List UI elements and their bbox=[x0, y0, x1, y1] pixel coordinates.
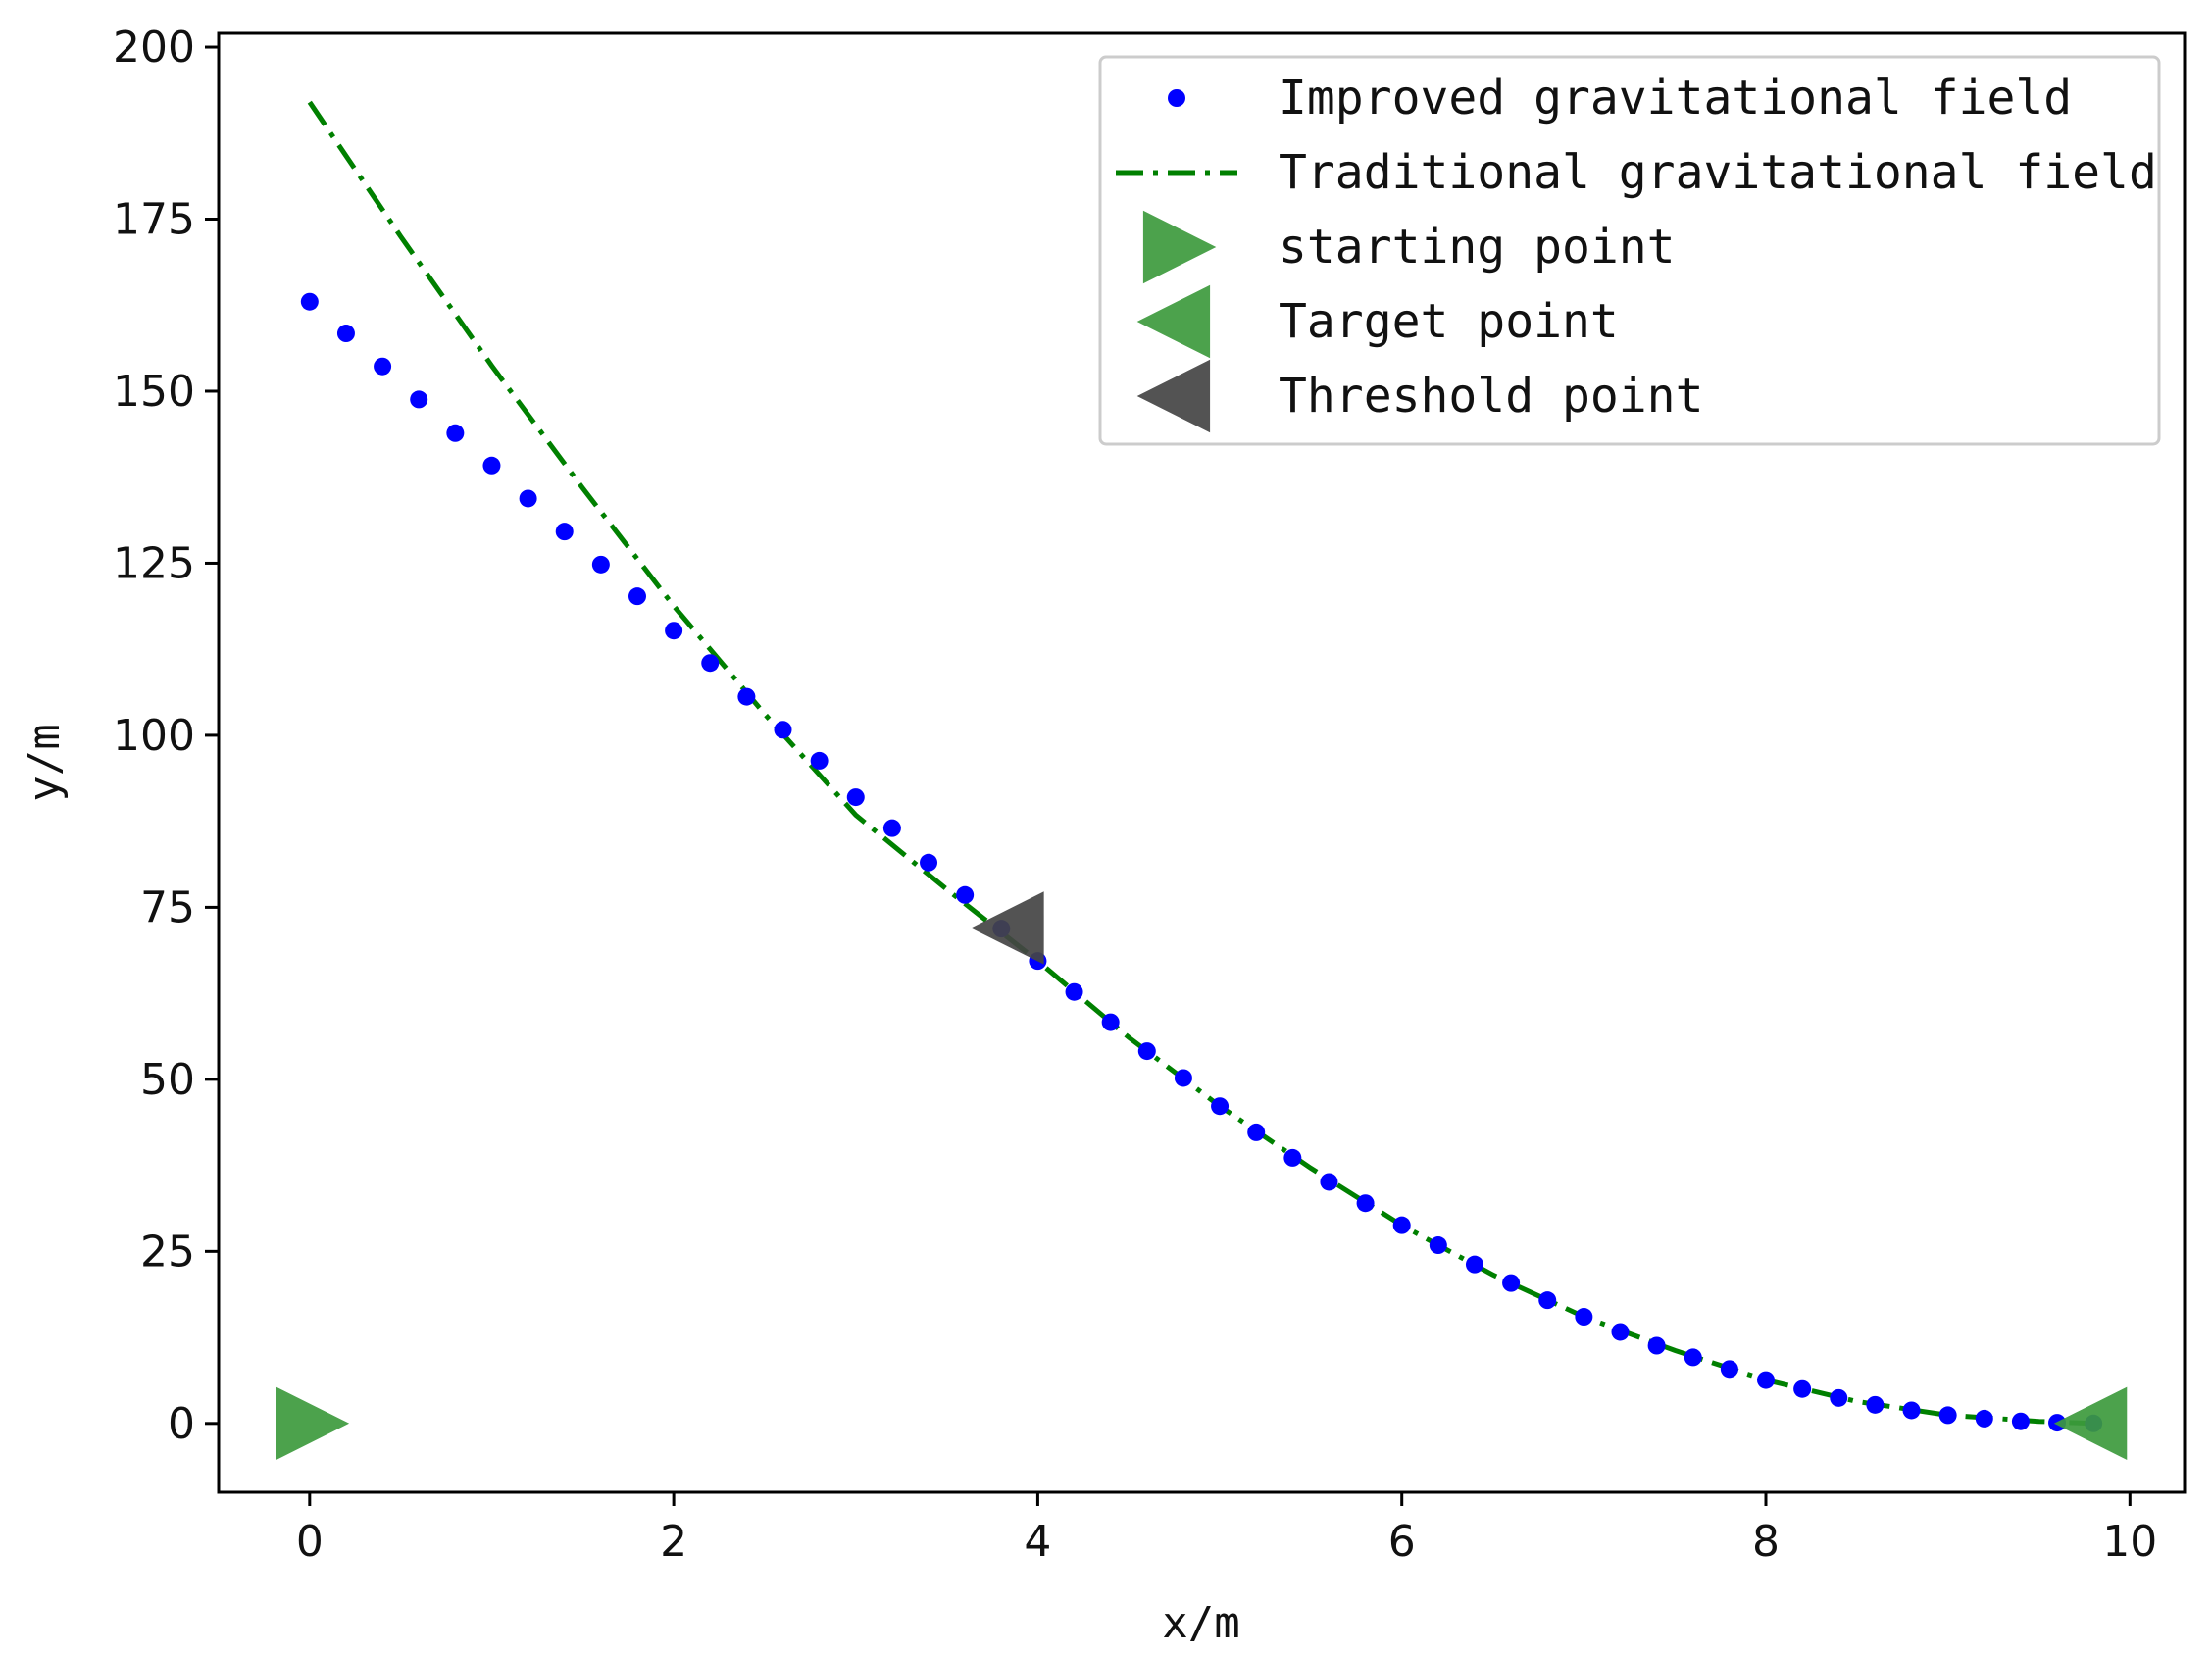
data-point-improved-gravitational-field bbox=[1101, 1013, 1120, 1031]
data-point-improved-gravitational-field bbox=[956, 885, 975, 904]
y-tick-label: 150 bbox=[113, 367, 195, 417]
y-tick-label: 75 bbox=[140, 882, 195, 932]
y-tick-label: 125 bbox=[113, 538, 195, 588]
legend-symbol-dot bbox=[1168, 89, 1185, 107]
data-point-improved-gravitational-field bbox=[446, 424, 465, 442]
data-point-improved-gravitational-field bbox=[1902, 1401, 1921, 1420]
data-point-improved-gravitational-field bbox=[1647, 1336, 1666, 1355]
data-point-improved-gravitational-field bbox=[1137, 1042, 1156, 1061]
data-point-improved-gravitational-field bbox=[774, 721, 792, 739]
data-point-improved-gravitational-field bbox=[410, 390, 428, 409]
data-point-improved-gravitational-field bbox=[1392, 1216, 1411, 1234]
y-tick-label: 200 bbox=[113, 23, 195, 73]
data-point-improved-gravitational-field bbox=[1975, 1409, 1993, 1428]
legend-symbol-triangle-right bbox=[1142, 210, 1217, 284]
y-tick-label: 175 bbox=[113, 195, 195, 245]
data-point-improved-gravitational-field bbox=[591, 555, 610, 574]
data-point-improved-gravitational-field bbox=[1611, 1323, 1630, 1341]
data-point-improved-gravitational-field bbox=[1320, 1173, 1338, 1191]
data-point-improved-gravitational-field bbox=[1247, 1123, 1266, 1141]
data-point-improved-gravitational-field bbox=[1211, 1097, 1230, 1116]
x-tick-label: 4 bbox=[1024, 1517, 1051, 1567]
legend-label: Target point bbox=[1279, 294, 1619, 349]
legend-item: Threshold point bbox=[1136, 359, 1703, 433]
x-tick-label: 8 bbox=[1752, 1517, 1780, 1567]
data-point-improved-gravitational-field bbox=[1866, 1395, 1885, 1414]
y-tick-label: 0 bbox=[168, 1399, 195, 1449]
marker-threshold-point bbox=[971, 891, 1044, 965]
data-point-improved-gravitational-field bbox=[1283, 1148, 1302, 1167]
data-point-improved-gravitational-field bbox=[1830, 1388, 1848, 1407]
legend-symbol-triangle-left bbox=[1136, 284, 1211, 359]
data-point-improved-gravitational-field bbox=[1356, 1194, 1375, 1213]
legend-label: starting point bbox=[1279, 220, 1676, 275]
data-point-improved-gravitational-field bbox=[1429, 1236, 1447, 1255]
x-tick-label: 6 bbox=[1388, 1517, 1416, 1567]
data-point-improved-gravitational-field bbox=[1575, 1308, 1593, 1327]
data-point-improved-gravitational-field bbox=[1938, 1406, 1957, 1425]
data-point-improved-gravitational-field bbox=[737, 687, 756, 706]
data-point-improved-gravitational-field bbox=[1174, 1069, 1192, 1087]
data-point-improved-gravitational-field bbox=[519, 489, 537, 508]
data-point-improved-gravitational-field bbox=[482, 456, 501, 475]
legend-item: Improved gravitational field bbox=[1168, 71, 2072, 125]
data-point-improved-gravitational-field bbox=[810, 751, 829, 770]
plot-frame bbox=[217, 31, 2187, 1494]
data-point-improved-gravitational-field bbox=[701, 654, 720, 673]
data-point-improved-gravitational-field bbox=[920, 853, 938, 872]
data-point-improved-gravitational-field bbox=[882, 819, 901, 837]
legend-item: starting point bbox=[1142, 210, 1676, 284]
marker-starting-point bbox=[276, 1386, 350, 1461]
x-tick-label: 10 bbox=[2102, 1517, 2157, 1567]
legend-item: Traditional gravitational field bbox=[1116, 145, 2157, 200]
data-point-improved-gravitational-field bbox=[1538, 1291, 1557, 1310]
data-point-improved-gravitational-field bbox=[1684, 1348, 1702, 1367]
data-point-improved-gravitational-field bbox=[300, 292, 319, 311]
legend-box bbox=[1098, 55, 2161, 446]
legend-item: Target point bbox=[1136, 284, 1619, 359]
legend: Improved gravitational field Traditional … bbox=[1098, 55, 2161, 446]
x-tick-label: 0 bbox=[296, 1517, 324, 1567]
x-axis: 0 2 4 6 8 10 bbox=[296, 1492, 2157, 1567]
data-point-improved-gravitational-field bbox=[1757, 1371, 1776, 1389]
y-tick-label: 50 bbox=[140, 1055, 195, 1105]
legend-label: Improved gravitational field bbox=[1279, 71, 2072, 125]
legend-symbol-triangle-left bbox=[1136, 359, 1211, 433]
data-point-improved-gravitational-field bbox=[555, 523, 574, 541]
data-point-improved-gravitational-field bbox=[2011, 1412, 2030, 1430]
y-tick-label: 100 bbox=[113, 711, 195, 761]
y-tick-label: 25 bbox=[140, 1227, 195, 1277]
y-axis-label: y/m bbox=[20, 724, 70, 801]
x-tick-label: 2 bbox=[660, 1517, 687, 1567]
data-point-improved-gravitational-field bbox=[846, 788, 865, 807]
data-point-improved-gravitational-field bbox=[1793, 1379, 1812, 1398]
x-axis-label: x/m bbox=[1162, 1598, 1239, 1648]
data-point-improved-gravitational-field bbox=[336, 325, 355, 343]
data-point-improved-gravitational-field bbox=[1065, 982, 1083, 1001]
y-axis: 0 25 50 75 100 125 150 175 200 bbox=[113, 23, 219, 1449]
legend-label: Threshold point bbox=[1279, 369, 1703, 424]
data-point-improved-gravitational-field bbox=[665, 622, 683, 640]
data-point-improved-gravitational-field bbox=[1465, 1255, 1483, 1274]
legend-label: Traditional gravitational field bbox=[1279, 145, 2157, 200]
data-point-improved-gravitational-field bbox=[1720, 1360, 1738, 1379]
marker-target-point bbox=[2053, 1386, 2128, 1461]
data-point-improved-gravitational-field bbox=[628, 587, 646, 606]
data-point-improved-gravitational-field bbox=[374, 357, 392, 376]
data-point-improved-gravitational-field bbox=[1502, 1274, 1521, 1292]
